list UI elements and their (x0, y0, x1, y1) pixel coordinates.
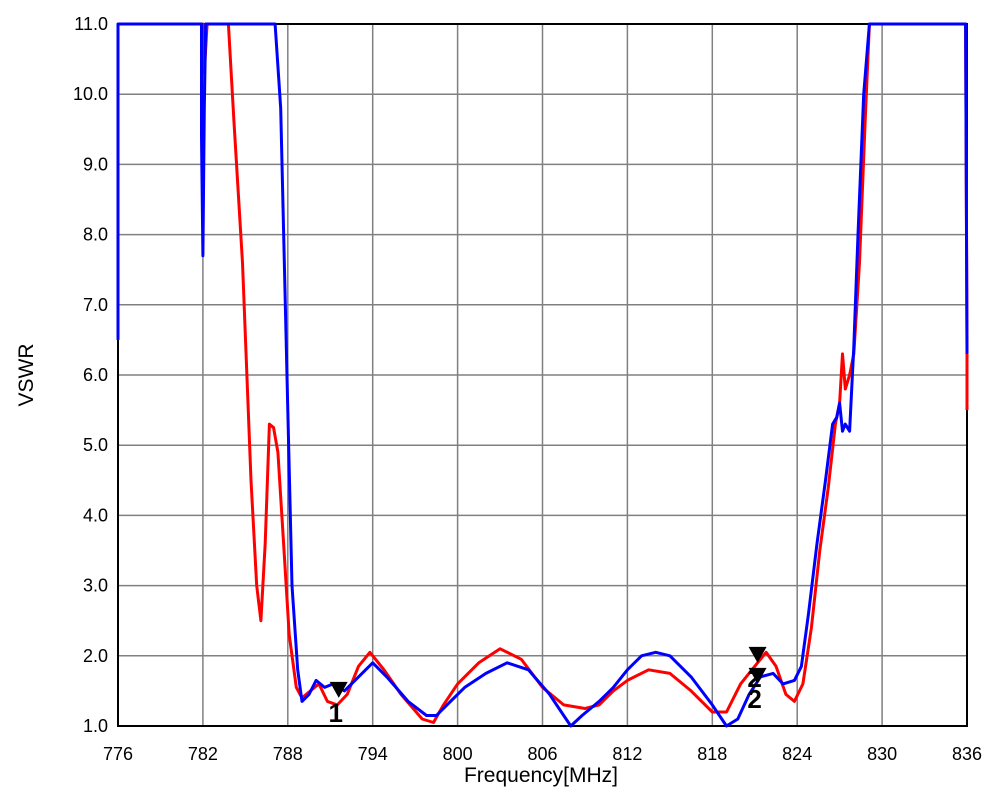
y-tick-labels: 1.0 2.0 3.0 4.0 5.0 6.0 7.0 8.0 9.0 10.0 11.0 (73, 14, 108, 736)
marker-triangle (329, 681, 348, 698)
marker-label: 2 (747, 684, 761, 714)
x-tick-label: 824 (782, 744, 812, 764)
series-layer (116, 22, 969, 728)
y-tick-label: 8.0 (83, 225, 108, 245)
x-tick-label: 836 (952, 744, 982, 764)
y-tick-label: 9.0 (83, 154, 108, 174)
y-tick-label: 7.0 (83, 295, 108, 315)
y-tick-label: 11.0 (74, 14, 108, 34)
x-axis-title: Frequency[MHz] (464, 764, 618, 787)
y-tick-label: 6.0 (83, 365, 108, 385)
x-tick-label: 776 (103, 744, 133, 764)
x-tick-label: 782 (188, 744, 218, 764)
marker-label: 1 (329, 698, 343, 728)
x-tick-label: 788 (273, 744, 303, 764)
marker-triangle (748, 646, 767, 663)
y-tick-label: 1.0 (83, 716, 108, 736)
y-tick-label: 2.0 (83, 646, 108, 666)
x-tick-label: 800 (443, 744, 473, 764)
x-tick-labels: 776 782 788 794 800 806 812 818 824 830 836 (103, 744, 982, 764)
x-tick-label: 812 (612, 744, 642, 764)
x-tick-label: 830 (867, 744, 897, 764)
x-tick-label: 806 (527, 744, 557, 764)
series-line-2 (116, 22, 969, 728)
x-tick-label: 794 (358, 744, 388, 764)
y-tick-label: 4.0 (83, 505, 108, 525)
y-tick-label: 10.0 (73, 84, 108, 104)
y-tick-label: 5.0 (83, 435, 108, 455)
x-tick-label: 818 (697, 744, 727, 764)
series-line-1 (118, 22, 969, 724)
y-axis-title: VSWR (15, 344, 38, 407)
y-tick-label: 3.0 (83, 576, 108, 596)
marker-triangle (748, 667, 767, 684)
markers-layer: 122 (329, 646, 767, 728)
